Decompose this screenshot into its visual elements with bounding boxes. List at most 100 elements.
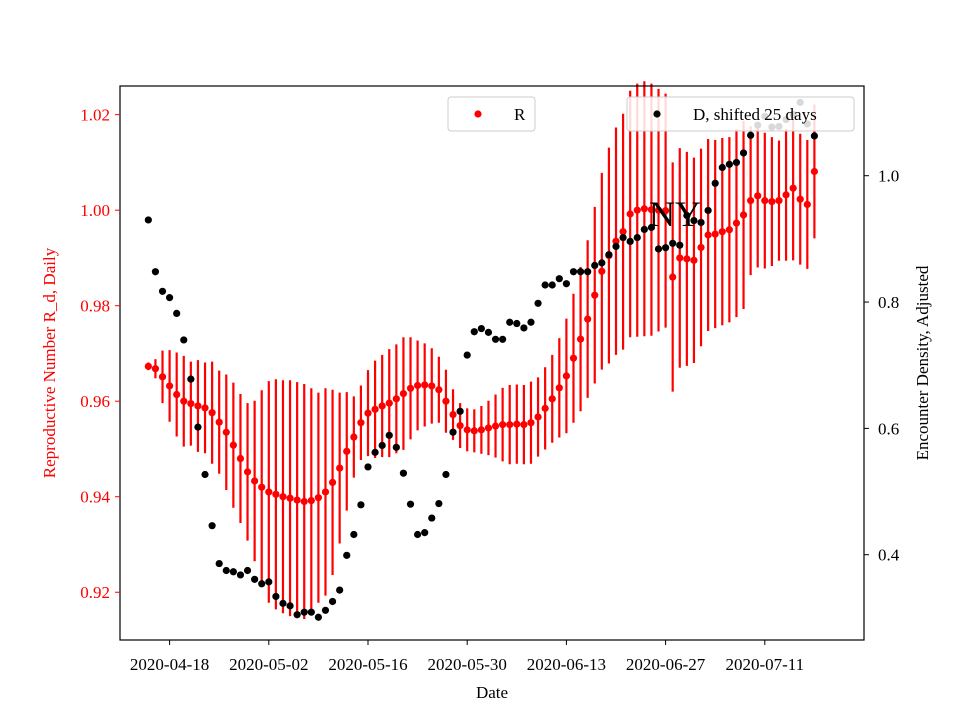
left-y-tick-label: 0.94 (80, 488, 110, 507)
d-point-series (144, 98, 819, 621)
x-tick-label: 2020-05-02 (229, 655, 308, 674)
r-point (442, 397, 450, 405)
d-point (314, 613, 322, 621)
d-point (442, 470, 450, 479)
r-point (173, 390, 181, 399)
d-point (662, 244, 670, 252)
d-point (392, 443, 400, 451)
r-point (449, 410, 457, 419)
right-y-tick-label: 0.4 (878, 546, 900, 565)
d-point (215, 559, 223, 568)
d-point (499, 335, 507, 343)
r-point (555, 384, 563, 392)
d-point (683, 211, 691, 220)
d-point (428, 514, 436, 522)
d-point (187, 375, 195, 383)
d-point (251, 575, 259, 583)
d-point (647, 223, 656, 232)
r-point (761, 197, 769, 205)
d-point (676, 241, 684, 249)
r-point (208, 409, 216, 417)
d-point (364, 463, 372, 471)
r-point (258, 483, 266, 491)
d-point (725, 160, 733, 168)
d-point (605, 251, 613, 259)
d-point (336, 586, 344, 594)
r-point (392, 395, 400, 403)
r-point (371, 405, 379, 413)
d-point (421, 529, 429, 537)
d-point (265, 578, 273, 586)
r-point (307, 496, 315, 505)
r-point (669, 273, 677, 281)
r-point (286, 494, 294, 502)
x-axis-label: Date (476, 683, 508, 702)
r-point (414, 381, 422, 390)
r-point (520, 421, 528, 429)
x-tick-label: 2020-05-30 (428, 655, 507, 674)
r-point (328, 478, 337, 486)
r-point (676, 254, 684, 262)
r-point (732, 219, 741, 227)
d-point (654, 245, 663, 253)
r-point (236, 454, 245, 463)
r-point (683, 255, 691, 263)
r-point (265, 488, 273, 496)
r-point (775, 197, 783, 205)
r-point (293, 496, 301, 504)
r-errorbar-series (147, 81, 816, 619)
d-point (243, 566, 252, 575)
r-point (229, 441, 237, 449)
plot-frame (119, 85, 865, 641)
r-point (747, 197, 755, 205)
r-point (782, 191, 790, 199)
r-point (633, 206, 641, 214)
d-point (541, 281, 549, 289)
d-point (166, 294, 174, 302)
d-point (307, 608, 315, 616)
d-point (690, 216, 698, 225)
d-point (747, 131, 755, 139)
d-point (399, 469, 408, 477)
r-point (336, 464, 344, 472)
d-point (612, 242, 620, 251)
d-point (718, 163, 726, 172)
d-point (258, 580, 266, 588)
r-point (222, 428, 230, 436)
d-point (173, 309, 181, 318)
r-point (754, 192, 762, 200)
r-point (803, 200, 811, 209)
r-point (243, 468, 252, 476)
d-point (236, 571, 245, 579)
d-point (470, 328, 478, 336)
d-point (343, 551, 351, 559)
r-point (321, 488, 330, 496)
d-point (704, 206, 712, 215)
r-point (626, 210, 634, 218)
d-point (697, 218, 705, 227)
d-point (633, 234, 641, 242)
r-point (435, 386, 443, 394)
r-point (640, 205, 648, 213)
r-point (690, 256, 698, 264)
r-point (569, 354, 578, 362)
r-point (612, 237, 620, 245)
legend-r: R (447, 96, 536, 132)
d-point (555, 275, 563, 283)
d-point (739, 149, 748, 157)
r-point (527, 419, 535, 427)
r-point (697, 243, 705, 252)
d-point (272, 592, 280, 601)
d-point (534, 299, 542, 307)
r-point (463, 426, 471, 434)
r-point (470, 427, 478, 435)
d-point (371, 448, 379, 456)
d-point (406, 500, 415, 508)
r-point (421, 381, 429, 389)
d-point (810, 132, 819, 140)
d-point (286, 602, 294, 610)
d-point (484, 328, 493, 336)
r-point (279, 493, 287, 501)
legend-d: D, shifted 25 days (626, 96, 855, 132)
r-point (711, 230, 719, 238)
